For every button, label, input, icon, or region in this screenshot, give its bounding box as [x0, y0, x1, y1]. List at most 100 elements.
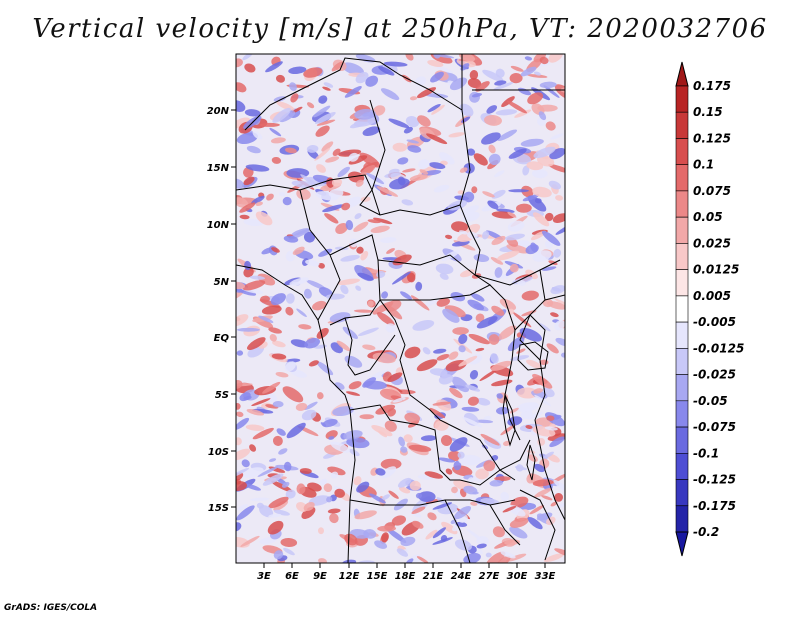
- field-blob: [381, 494, 390, 501]
- field-blob: [524, 56, 533, 61]
- field-blob: [542, 266, 557, 271]
- field-blob: [408, 444, 432, 452]
- field-blob: [340, 254, 360, 262]
- field-blob: [498, 325, 517, 340]
- field-blob: [272, 400, 284, 408]
- field-blob: [416, 87, 437, 99]
- field-blob: [362, 126, 381, 136]
- field-blob: [510, 496, 529, 509]
- lat-label: 15S: [208, 503, 229, 514]
- field-blob: [240, 535, 260, 547]
- field-blob: [550, 312, 559, 318]
- lat-label: 20N: [207, 106, 230, 117]
- field-blob: [266, 193, 274, 201]
- field-blob: [255, 201, 263, 206]
- field-blob: [388, 118, 410, 129]
- field-blob: [459, 103, 474, 117]
- field-blob: [271, 353, 287, 360]
- field-blob: [296, 308, 307, 318]
- field-blob: [269, 334, 277, 342]
- field-blob: [517, 387, 538, 399]
- field-blob: [400, 291, 412, 300]
- field-blob: [529, 505, 545, 515]
- lon-label: 15E: [367, 571, 388, 582]
- field-blob: [548, 54, 564, 63]
- field-blob: [488, 334, 500, 345]
- field-blob: [534, 198, 542, 204]
- map-frame: [235, 53, 566, 564]
- lon-label: 6E: [285, 571, 299, 582]
- field-blob: [261, 247, 275, 255]
- lon-label: 33E: [535, 571, 556, 582]
- field-blob: [371, 369, 390, 380]
- lat-label: 5S: [215, 390, 229, 401]
- field-blob: [285, 293, 295, 304]
- field-blob: [537, 322, 551, 332]
- field-blob: [442, 308, 460, 323]
- border-uganda: [514, 314, 546, 361]
- field-blob: [354, 108, 376, 120]
- field-blob: [488, 144, 496, 154]
- field-blob: [491, 305, 505, 316]
- field-blob: [489, 479, 503, 487]
- field-blob: [288, 66, 307, 75]
- field-blob: [461, 406, 480, 412]
- field-blob: [536, 512, 553, 521]
- field-blob: [278, 191, 286, 197]
- field-blob: [236, 481, 247, 491]
- field-blob: [425, 498, 440, 504]
- colorbar-label: -0.0125: [693, 341, 744, 355]
- field-blob: [482, 69, 504, 82]
- field-blob: [514, 109, 532, 118]
- field-blob: [346, 437, 370, 449]
- field-blob: [409, 96, 418, 101]
- field-blob: [404, 346, 421, 359]
- field-blob: [325, 156, 340, 163]
- field-blob: [520, 138, 544, 147]
- field-blob: [322, 86, 331, 91]
- field-blob: [457, 190, 465, 195]
- field-blob: [341, 62, 364, 76]
- colorbar-label: -0.125: [693, 473, 736, 487]
- field-blob: [438, 457, 456, 463]
- field-blob: [374, 540, 388, 549]
- field-blob: [236, 448, 251, 461]
- field-blob: [521, 290, 539, 301]
- colorbar-label: 0.1: [693, 158, 714, 172]
- field-blob: [316, 164, 326, 173]
- field-blob: [506, 244, 530, 254]
- field-blob: [548, 164, 565, 174]
- field-blob: [301, 506, 316, 520]
- field-blob: [410, 295, 430, 311]
- field-blob: [377, 525, 396, 532]
- field-blob: [306, 176, 326, 187]
- field-blob: [415, 492, 423, 499]
- colorbar-label: -0.075: [693, 420, 736, 434]
- field-blob: [493, 82, 514, 91]
- border-congo: [344, 317, 396, 376]
- field-blob: [327, 508, 341, 514]
- field-blob: [236, 58, 243, 68]
- field-blob: [304, 337, 321, 349]
- field-blob: [246, 337, 266, 351]
- field-blob: [283, 547, 295, 556]
- field-blob: [534, 463, 545, 473]
- country-borders: [236, 54, 565, 563]
- field-blob: [454, 539, 472, 551]
- field-blob: [315, 112, 336, 124]
- field-blob: [236, 100, 246, 112]
- field-blob: [289, 277, 309, 286]
- field-blob: [383, 303, 403, 320]
- field-blob: [384, 171, 401, 178]
- field-blob: [400, 536, 416, 547]
- field-blob: [397, 157, 409, 165]
- colorbar-swatch: [675, 111, 689, 139]
- field-blob: [526, 161, 544, 171]
- colorbar-swatch: [675, 348, 689, 375]
- field-blob: [425, 93, 449, 98]
- field-blob: [243, 176, 255, 186]
- field-blob: [236, 472, 244, 482]
- colorbar-label: 0.025: [693, 236, 731, 250]
- field-blob: [532, 373, 553, 389]
- field-blob: [237, 504, 248, 511]
